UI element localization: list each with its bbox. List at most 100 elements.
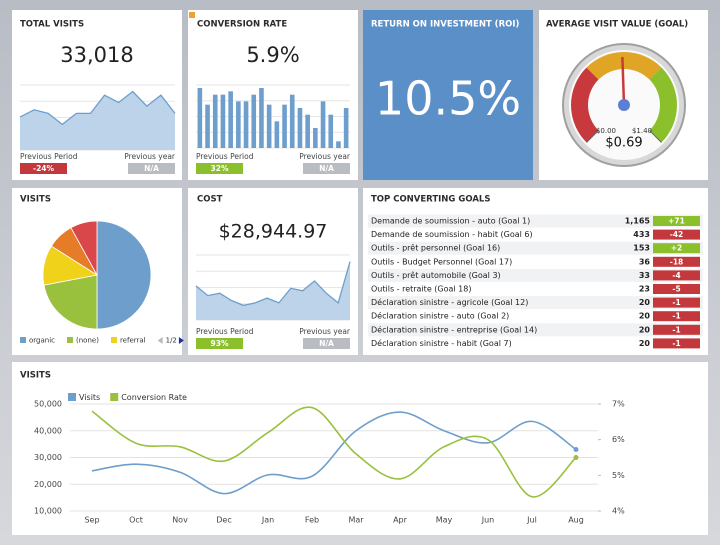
gauge-label: $0.00 — [596, 127, 616, 135]
bar — [259, 88, 264, 148]
pie-slice — [43, 274, 98, 330]
goal-count: 20 — [639, 325, 651, 334]
legend-swatch — [68, 393, 76, 401]
goal-name: Outils - prêt automobile (Goal 3) — [371, 270, 501, 280]
x-tick-label: May — [436, 516, 453, 525]
bar — [251, 94, 257, 148]
badge-text: -18 — [670, 257, 684, 266]
panel-title: VISITS — [20, 371, 51, 381]
y-tick-label: 40,000 — [34, 426, 62, 435]
row-stripe — [368, 296, 703, 310]
bar — [282, 104, 287, 148]
legend-swatch — [67, 337, 74, 343]
goal-name: Déclaration sinistre - habit (Goal 7) — [371, 338, 512, 348]
legend-swatch — [110, 393, 119, 401]
panel-title: TOP CONVERTING GOALS — [371, 195, 490, 205]
panel-title: TOTAL VISITS — [20, 20, 84, 30]
badge — [653, 297, 700, 308]
badge — [653, 311, 700, 322]
kpi-value: 10.5% — [375, 72, 521, 126]
badge — [196, 338, 243, 349]
bar — [305, 114, 310, 148]
x-tick-label: Nov — [172, 516, 188, 525]
goal-name: Outils - Budget Personnel (Goal 17) — [371, 257, 512, 266]
badge — [653, 216, 700, 226]
row-stripe — [368, 214, 703, 228]
sparkline-area — [196, 261, 350, 320]
panel — [12, 362, 708, 535]
bar — [320, 101, 326, 148]
badge — [128, 163, 175, 174]
goal-name: Outils - retraite (Goal 18) — [371, 285, 471, 294]
goal-name: Déclaration sinistre - entreprise (Goal … — [371, 324, 537, 334]
series-line — [91, 406, 577, 498]
badge-text: -24% — [33, 164, 55, 173]
sparkline-area — [20, 91, 175, 150]
panel-title: CONVERSION RATE — [197, 20, 287, 30]
badge — [303, 163, 350, 174]
pager-next[interactable] — [178, 337, 184, 344]
legend-label: (none) — [76, 337, 99, 345]
badge — [653, 270, 700, 281]
bar — [236, 101, 241, 148]
badge-text: N/A — [319, 339, 334, 348]
goal-count: 20 — [639, 339, 651, 348]
legend-label: Conversion Rate — [121, 393, 187, 402]
goal-count: 433 — [633, 230, 650, 239]
badge-text: +2 — [671, 244, 683, 253]
sparkline — [19, 90, 176, 126]
sparkline — [195, 261, 351, 307]
bar — [266, 104, 272, 148]
row-stripe — [368, 323, 703, 337]
kpi-value: 33,018 — [60, 43, 133, 67]
badge — [20, 163, 67, 174]
x-tick-label: Jun — [481, 516, 495, 525]
goal-count: 23 — [639, 285, 650, 294]
legend-swatch — [110, 337, 117, 343]
pager-prev[interactable] — [157, 337, 163, 344]
x-tick-label: Oct — [129, 516, 143, 525]
gauge-hub — [618, 99, 630, 111]
label: Previous Period — [196, 152, 254, 161]
icon — [189, 12, 195, 18]
gauge-band — [586, 51, 662, 80]
x-tick-label: Feb — [305, 516, 319, 525]
goal-name: Demande de soumission - auto (Goal 1) — [371, 217, 530, 226]
badge-text: -42 — [670, 230, 684, 239]
panel-title: VISITS — [20, 195, 51, 205]
badge-text: -4 — [672, 271, 680, 280]
badge — [653, 284, 700, 294]
bar — [197, 88, 203, 148]
label: Previous Period — [196, 327, 254, 336]
badge — [303, 338, 350, 349]
badge-text: -1 — [672, 298, 680, 307]
badge-text: +71 — [668, 217, 685, 226]
x-tick-label: Jul — [526, 516, 537, 525]
bar — [243, 101, 249, 148]
x-tick-label: Aug — [568, 516, 584, 525]
panel — [363, 10, 533, 180]
bar — [205, 104, 210, 148]
badge-text: -1 — [672, 312, 680, 321]
y-tick-label: 30,000 — [34, 453, 62, 462]
badge-text: -5 — [672, 285, 680, 294]
gauge-needle — [621, 56, 626, 106]
badge-text: -1 — [672, 325, 680, 334]
badge — [653, 243, 700, 254]
bar — [289, 94, 295, 148]
legend-label: Visits — [79, 393, 100, 402]
x-tick-label: Sep — [84, 516, 99, 525]
goal-count: 20 — [639, 312, 651, 321]
bar — [274, 121, 280, 148]
label: Previous year — [299, 327, 351, 336]
goal-count: 36 — [639, 257, 651, 266]
panel-title: AVERAGE VISIT VALUE (GOAL) — [546, 20, 688, 30]
legend-label: referral — [120, 337, 146, 345]
pie-slice — [70, 220, 98, 276]
badge — [653, 338, 700, 349]
gauge-value: $0.69 — [605, 136, 642, 151]
goal-count: 153 — [633, 244, 650, 253]
goal-count: 1,165 — [625, 217, 651, 226]
legend-swatch — [20, 337, 26, 343]
panel-title: RETURN ON INVESTMENT (ROI) — [371, 20, 520, 30]
